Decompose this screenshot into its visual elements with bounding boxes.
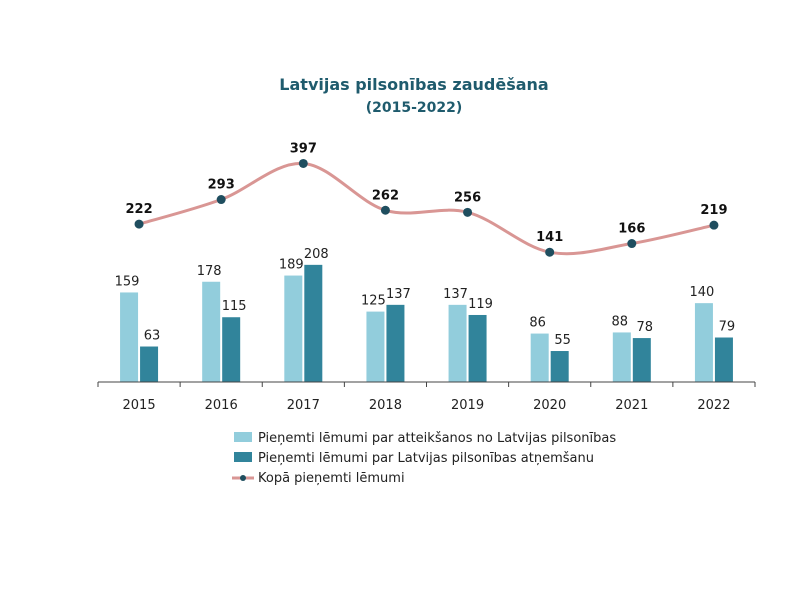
total-point bbox=[627, 239, 637, 249]
total-point bbox=[298, 158, 308, 168]
total-point bbox=[709, 220, 719, 230]
legend-swatch-series-1 bbox=[234, 432, 252, 442]
bar-series-1 bbox=[530, 333, 549, 382]
x-tick-label: 2016 bbox=[205, 398, 238, 413]
bar-series-2 bbox=[140, 346, 159, 382]
legend-label-series-1: Pieņemti lēmumi par atteikšanos no Latvi… bbox=[258, 431, 616, 446]
bar-label-series-1: 125 bbox=[361, 294, 386, 309]
bar-series-2 bbox=[550, 351, 569, 382]
bar-label-series-1: 189 bbox=[279, 258, 304, 273]
x-tick-label: 2017 bbox=[287, 398, 320, 413]
bar-label-series-2: 137 bbox=[386, 287, 411, 302]
bar-label-series-2: 55 bbox=[554, 333, 571, 348]
bar-series-1 bbox=[612, 332, 631, 382]
bar-label-series-2: 78 bbox=[637, 320, 654, 335]
bar-series-2 bbox=[222, 317, 241, 382]
bar-label-series-2: 208 bbox=[304, 247, 329, 262]
total-point bbox=[380, 205, 390, 215]
total-label: 219 bbox=[700, 203, 727, 218]
total-label: 141 bbox=[536, 230, 563, 245]
total-label: 222 bbox=[125, 202, 152, 217]
total-line bbox=[138, 161, 715, 256]
total-label: 166 bbox=[618, 222, 645, 237]
bar-label-series-2: 63 bbox=[144, 329, 161, 344]
bar-series-1 bbox=[202, 281, 221, 382]
bar-series-2 bbox=[632, 338, 651, 382]
legend-label-series-2: Pieņemti lēmumi par Latvijas pilsonības … bbox=[258, 451, 594, 466]
chart-subtitle: (2015-2022) bbox=[366, 100, 463, 116]
bar-label-series-1: 140 bbox=[690, 285, 715, 300]
bar-series-1 bbox=[120, 292, 139, 382]
bar-series-1 bbox=[284, 275, 303, 382]
legend-label-series-3: Kopā pieņemti lēmumi bbox=[258, 471, 405, 486]
bar-label-series-2: 79 bbox=[719, 320, 736, 335]
bar-series-1 bbox=[694, 303, 713, 382]
x-axis: 2015 2016 2017 2018 2019 2020 2021 2022 bbox=[97, 381, 756, 413]
legend-marker-series-3 bbox=[240, 475, 246, 481]
x-tick-label: 2015 bbox=[123, 398, 156, 413]
bar-label-series-1: 88 bbox=[612, 314, 629, 329]
bar-label-series-2: 119 bbox=[468, 297, 493, 312]
bar-label-series-1: 137 bbox=[443, 287, 468, 302]
x-tick-label: 2019 bbox=[451, 398, 484, 413]
bar-series-2 bbox=[714, 337, 733, 382]
total-label: 262 bbox=[372, 188, 399, 203]
total-point bbox=[216, 195, 226, 205]
total-point bbox=[134, 219, 144, 229]
total-point bbox=[463, 207, 473, 217]
total-label: 293 bbox=[208, 178, 235, 193]
bar-label-series-1: 86 bbox=[529, 316, 546, 331]
x-tick-label: 2022 bbox=[697, 398, 730, 413]
total-label: 256 bbox=[454, 190, 481, 205]
legend-swatch-series-2 bbox=[234, 452, 252, 462]
total-line-layer: 222 293 397 262 256 141 166 219 bbox=[125, 141, 728, 257]
bar-series-2 bbox=[386, 304, 405, 382]
total-point bbox=[545, 247, 555, 257]
chart-title: Latvijas pilsonības zaudēšana bbox=[279, 75, 548, 94]
x-tick-label: 2018 bbox=[369, 398, 402, 413]
total-label: 397 bbox=[290, 141, 317, 156]
bar-series-1 bbox=[448, 304, 467, 382]
bar-label-series-1: 159 bbox=[115, 274, 140, 289]
x-tick-label: 2020 bbox=[533, 398, 566, 413]
bar-label-series-1: 178 bbox=[197, 264, 222, 279]
bar-label-series-2: 115 bbox=[222, 299, 247, 314]
x-tick-label: 2021 bbox=[615, 398, 648, 413]
bar-series-2 bbox=[468, 314, 487, 382]
bar-series-1 bbox=[366, 311, 385, 382]
bar-series-2 bbox=[304, 264, 323, 382]
legend: Pieņemti lēmumi par atteikšanos no Latvi… bbox=[232, 431, 616, 486]
